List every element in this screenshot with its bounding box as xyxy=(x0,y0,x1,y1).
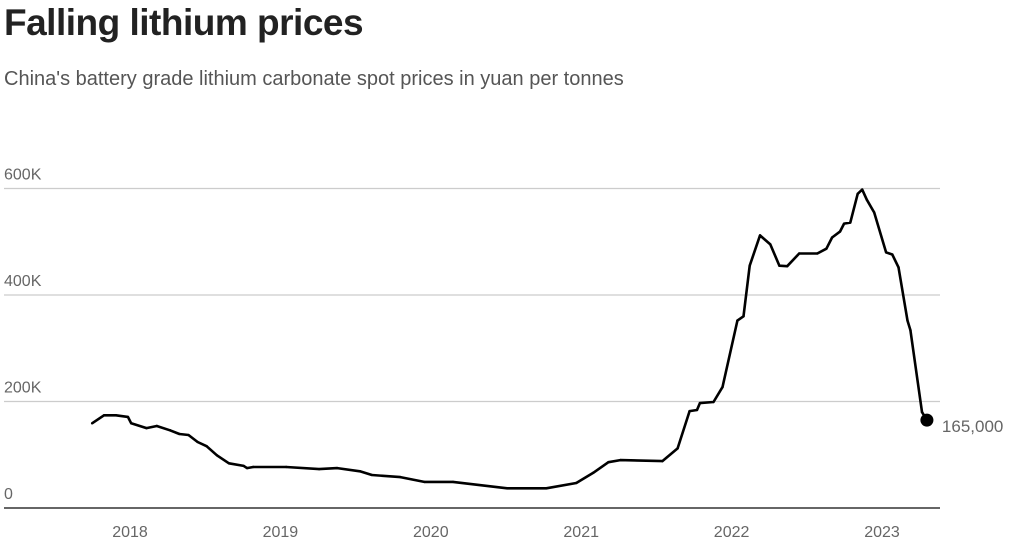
y-tick-label: 600K xyxy=(4,167,42,184)
data-point xyxy=(102,414,106,417)
gridlines: 0 200K 400K 600K xyxy=(4,167,940,503)
data-point xyxy=(130,422,133,425)
data-point xyxy=(506,487,509,490)
data-point xyxy=(205,445,208,448)
data-point xyxy=(196,440,199,444)
data-point xyxy=(695,408,699,412)
price-line xyxy=(91,188,929,490)
data-point xyxy=(769,243,772,246)
data-point xyxy=(842,222,846,225)
data-point xyxy=(284,465,288,469)
data-point xyxy=(797,252,801,255)
x-tick-label: 2020 xyxy=(413,524,449,541)
data-point xyxy=(423,480,426,484)
data-point xyxy=(920,410,924,414)
end-point-marker xyxy=(920,413,934,427)
y-tick-label: 400K xyxy=(4,273,42,290)
data-point xyxy=(748,264,751,267)
data-point xyxy=(245,466,249,470)
data-point xyxy=(786,265,789,268)
data-point xyxy=(619,458,622,462)
x-tick-label: 2019 xyxy=(263,524,299,541)
x-tick-label: 2023 xyxy=(864,524,900,541)
chart-title: Falling lithium prices xyxy=(4,2,364,43)
data-point xyxy=(187,433,190,437)
data-point xyxy=(168,429,172,432)
chart-subtitle: China's battery grade lithium carbonate … xyxy=(4,68,624,90)
data-point xyxy=(126,415,130,419)
data-point xyxy=(778,264,781,267)
data-point xyxy=(607,461,610,464)
data-point xyxy=(242,464,245,468)
data-point xyxy=(336,466,339,470)
data-point xyxy=(861,188,864,191)
data-point xyxy=(838,230,842,233)
y-tick-label: 200K xyxy=(4,380,42,397)
data-point xyxy=(897,266,900,269)
data-point xyxy=(178,432,181,436)
data-point xyxy=(90,422,94,425)
data-point xyxy=(661,459,664,463)
data-point xyxy=(545,487,548,490)
x-tick-label: 2018 xyxy=(112,524,148,541)
data-point xyxy=(227,462,231,465)
data-point xyxy=(145,426,148,430)
data-point xyxy=(591,471,595,475)
data-point xyxy=(865,198,868,201)
price-series: 165,000 xyxy=(90,188,1003,490)
data-point xyxy=(856,192,859,196)
data-point xyxy=(758,234,762,237)
data-point xyxy=(742,315,745,318)
data-point xyxy=(909,328,912,332)
data-point xyxy=(872,211,876,214)
data-point xyxy=(215,454,219,457)
data-point xyxy=(849,221,852,224)
y-tick-label: 0 xyxy=(4,486,13,503)
data-point xyxy=(736,319,739,322)
data-point xyxy=(676,447,679,450)
data-point xyxy=(891,253,894,256)
data-point xyxy=(317,467,321,471)
data-point xyxy=(712,400,715,404)
data-point xyxy=(399,475,402,479)
data-point xyxy=(688,409,691,413)
data-point xyxy=(358,470,362,473)
data-point xyxy=(825,247,828,250)
data-point xyxy=(114,414,118,417)
data-point xyxy=(575,481,578,485)
x-tick-label: 2021 xyxy=(563,524,599,541)
data-point xyxy=(451,480,455,484)
data-point xyxy=(155,424,158,428)
data-point xyxy=(884,251,888,254)
data-point xyxy=(830,236,834,239)
data-point xyxy=(816,252,819,255)
x-axis: 2018 2019 2020 2021 2022 2023 xyxy=(4,507,940,541)
data-point xyxy=(370,473,374,477)
end-value-label: 165,000 xyxy=(942,417,1003,436)
data-point xyxy=(906,319,909,322)
data-point xyxy=(721,385,724,389)
x-tick-label: 2022 xyxy=(714,524,750,541)
data-point xyxy=(698,401,702,405)
data-point xyxy=(252,465,255,469)
